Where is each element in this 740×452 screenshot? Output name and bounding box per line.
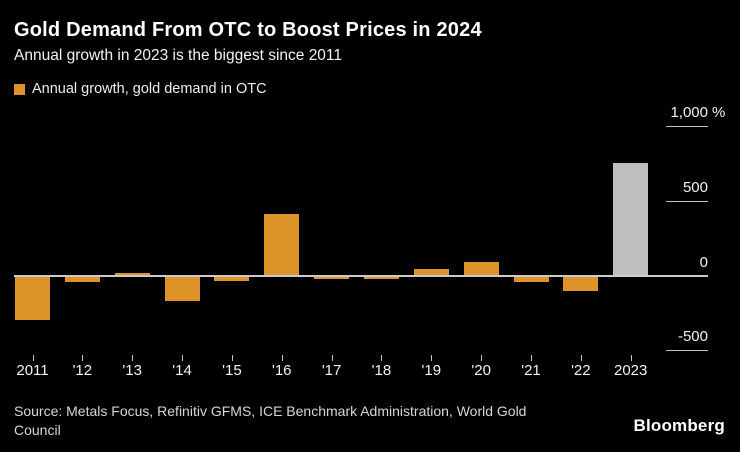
source-note: Source: Metals Focus, Refinitiv GFMS, IC… (14, 402, 526, 440)
x-tick-label-'20: '20 (471, 362, 491, 379)
x-tick-label-'22: '22 (571, 362, 591, 379)
source-line-2: Council (14, 422, 61, 438)
x-tick-'16 (281, 355, 283, 361)
x-tick-2023 (630, 355, 632, 361)
legend-swatch-icon (14, 83, 25, 95)
bar-2023 (613, 162, 649, 276)
chart-subtitle: Annual growth in 2023 is the biggest sin… (14, 47, 343, 64)
bar-'20 (463, 262, 499, 276)
y-tick-label--500: -500 (677, 328, 708, 346)
bar-'18 (363, 276, 399, 280)
x-tick-'13 (132, 355, 134, 361)
y-tick-line-500 (666, 200, 708, 202)
chart-title: Gold Demand From OTC to Boost Prices in … (14, 19, 482, 41)
y-axis-unit: % (712, 104, 726, 122)
bar-'15 (214, 276, 250, 281)
bar-2011 (15, 276, 50, 320)
source-line-1: Source: Metals Focus, Refinitiv GFMS, IC… (14, 403, 527, 419)
bar-'12 (64, 276, 100, 283)
bloomberg-logo: Bloomberg (633, 416, 725, 435)
x-tick-label-'17: '17 (321, 362, 342, 379)
x-tick-'21 (531, 355, 532, 361)
x-tick-label-2011: 2011 (16, 362, 49, 379)
x-tick-'19 (431, 355, 433, 361)
y-tick-label-500: 500 (682, 178, 708, 196)
bar-'17 (314, 276, 350, 280)
bar-'14 (164, 276, 200, 302)
bar-'13 (114, 273, 150, 276)
y-tick-line-1000 (666, 126, 708, 128)
y-tick-label-0: 0 (699, 253, 708, 271)
x-tick-label-'14: '14 (172, 362, 192, 379)
x-tick-label-'13: '13 (122, 362, 142, 379)
x-tick-'15 (231, 355, 233, 361)
y-tick-line--500 (666, 350, 708, 352)
y-tick-label-1000: 1,000 (670, 104, 708, 122)
x-tick-'22 (580, 355, 582, 361)
x-tick-label-'18: '18 (371, 362, 392, 379)
x-axis-line (14, 275, 708, 277)
legend-label: Annual growth, gold demand in OTC (32, 81, 267, 97)
x-tick-label-2023: 2023 (614, 362, 648, 379)
bar-'19 (413, 268, 449, 276)
x-tick-'12 (82, 355, 84, 361)
x-tick-'18 (381, 355, 383, 361)
x-tick-label-'19: '19 (421, 362, 442, 379)
x-tick-'14 (182, 355, 184, 361)
bar-'22 (563, 276, 599, 291)
bar-'21 (513, 276, 549, 283)
x-tick-'20 (481, 355, 483, 361)
x-tick-label-'16: '16 (271, 362, 292, 379)
bar-'16 (264, 213, 300, 276)
x-tick-label-'12: '12 (72, 362, 93, 379)
x-tick-label-'15: '15 (222, 362, 242, 379)
x-tick-label-'21: '21 (521, 362, 541, 379)
x-tick-2011 (32, 355, 34, 361)
legend: Annual growth, gold demand in OTC (14, 81, 267, 97)
x-tick-'17 (331, 355, 333, 361)
